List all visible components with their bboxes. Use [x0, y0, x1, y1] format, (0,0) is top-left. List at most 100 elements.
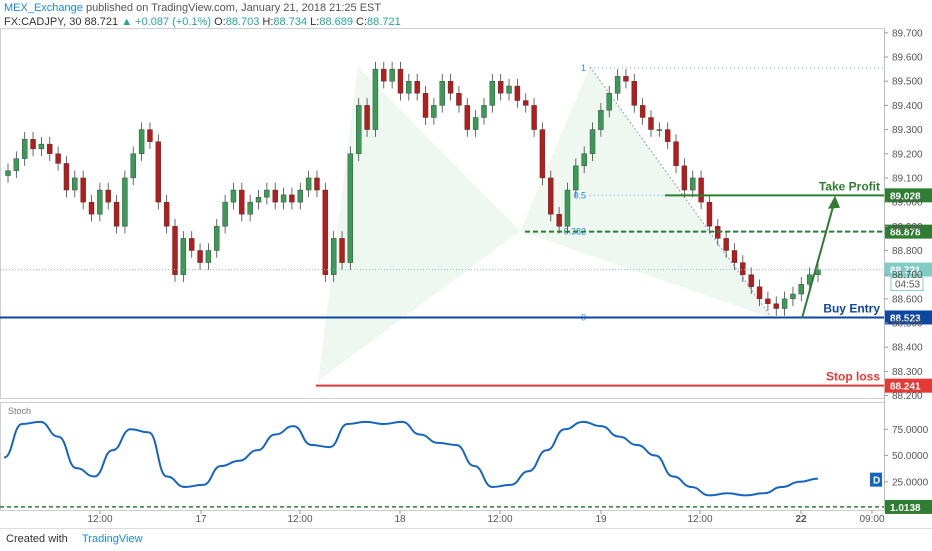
price-tag-bg	[885, 224, 932, 239]
candle-body	[464, 105, 470, 130]
ohlc-header: FX:CADJPY, 30 88.721 ▲ +0.087 (+0.1%) O:…	[4, 16, 401, 28]
candle-body	[614, 76, 621, 94]
candle-body	[656, 129, 663, 131]
y-tick-label: 88.800	[892, 246, 923, 257]
candle-body	[514, 85, 521, 101]
candle-body	[197, 250, 203, 263]
stoch-tick-label: 75.0000	[892, 425, 929, 436]
price-tag-text: 88.878	[890, 228, 921, 239]
levels: 89.028 Take Profit 88.878 88.523 Buy Entry 88…	[0, 179, 932, 393]
candle-body	[5, 170, 11, 176]
high-value: 88.734	[273, 16, 308, 28]
candle-body	[105, 189, 111, 203]
y-tick-label: 88.500	[892, 319, 923, 330]
tradingview-brand[interactable]: TradingView	[82, 533, 143, 545]
candle-body	[681, 165, 688, 191]
price-tag-bg	[885, 310, 932, 325]
candle-body	[289, 194, 295, 203]
last-price: 88.721	[84, 16, 119, 28]
candle-body	[364, 105, 370, 130]
stoch-level-bg	[885, 499, 932, 514]
candle-body	[214, 226, 220, 251]
candle-body	[664, 129, 671, 142]
stoch-d-badge: D	[870, 472, 882, 487]
y-tick-label: 89.400	[892, 101, 923, 112]
candle-body	[255, 197, 262, 203]
candle-body	[339, 238, 345, 263]
stoch-label: Stoch	[8, 406, 31, 416]
candle-body	[414, 81, 420, 94]
candle-body	[13, 158, 20, 171]
y-tick-label: 88.700	[892, 270, 923, 281]
pattern-bcd	[520, 66, 772, 319]
y-tick-label: 88.200	[892, 391, 923, 402]
price-tag: 88.878	[885, 224, 932, 239]
candle-body	[372, 68, 379, 130]
candle-body	[122, 177, 128, 227]
candle-body	[47, 143, 53, 154]
candle-body	[548, 177, 554, 215]
candle-body	[623, 76, 629, 82]
y-tick-label: 89.000	[892, 198, 923, 209]
stoch-d-bg	[870, 472, 882, 487]
candle-body	[673, 141, 679, 167]
level-name: Buy Entry	[823, 301, 880, 315]
candle-body	[163, 201, 170, 227]
close-label: C:	[356, 16, 368, 28]
candle-body	[531, 105, 537, 130]
x-tick-label: 19	[595, 514, 607, 525]
candle-body	[88, 201, 95, 215]
candle-body	[172, 226, 178, 275]
candle-body	[431, 105, 437, 118]
stoch-tick-label: 25.0000	[892, 477, 929, 488]
price-tag-text: 88.523	[890, 313, 921, 324]
candle-body	[798, 284, 804, 295]
price-tag-text: 88.241	[890, 382, 921, 393]
stoch-level-text: 1.0138	[890, 503, 921, 514]
created-with-text: Created with	[6, 533, 68, 545]
candle-body	[790, 293, 796, 300]
x-tick-label: 12:00	[287, 514, 312, 525]
candle-body	[63, 163, 70, 191]
stoch-tick-label: 50.0000	[892, 451, 929, 462]
candle-body	[55, 153, 61, 164]
candle-body	[205, 250, 212, 263]
candle-body	[406, 81, 412, 94]
level-name: Stop loss	[826, 370, 880, 384]
candle-body	[648, 117, 654, 130]
candle-body	[740, 262, 746, 275]
candle-body	[147, 129, 153, 142]
candle-body	[539, 129, 546, 179]
publisher-link[interactable]: MEX_Exchange	[4, 2, 83, 14]
candle-body	[756, 286, 763, 300]
candle-body	[781, 298, 788, 309]
candle-body	[264, 189, 270, 198]
pattern-xab	[318, 66, 520, 382]
x-tick-label: 18	[394, 514, 406, 525]
current-price-text: 88.721	[890, 266, 921, 277]
candle-body	[606, 93, 612, 111]
candle-body	[497, 81, 504, 94]
price-tag-text: 89.028	[890, 191, 921, 202]
candle-body	[347, 153, 354, 263]
price-tag: 88.523	[885, 310, 932, 325]
candle-body	[581, 153, 587, 167]
candle-body	[155, 141, 162, 203]
candle-body	[314, 177, 320, 191]
y-tick-label: 89.500	[892, 77, 923, 88]
current-price-bg	[885, 262, 932, 277]
candle-body	[456, 93, 462, 106]
candle-body	[72, 177, 78, 191]
publish-header: MEX_Exchange published on TradingView.co…	[4, 2, 381, 14]
candle-body	[280, 194, 287, 203]
stochastic-panel: Stoch 75.0000 50.0000 25.0000 1.0138 D	[0, 406, 932, 514]
current-price-tag: 88.721 04:53	[885, 262, 932, 292]
stoch-line	[3, 420, 819, 497]
y-tick-label: 89.700	[892, 28, 923, 39]
target-arrow-shaft	[801, 199, 836, 319]
countdown-text: 04:53	[895, 280, 920, 291]
y-tick-label: 89.600	[892, 53, 923, 64]
candle-body	[138, 129, 145, 154]
y-tick-label: 88.400	[892, 343, 923, 354]
